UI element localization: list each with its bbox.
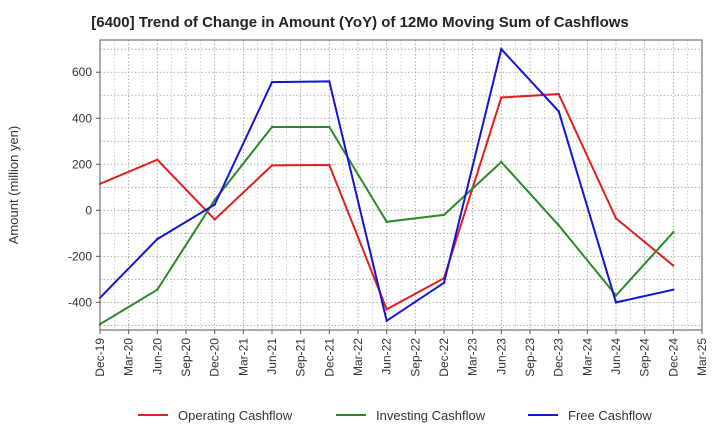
x-tick-label: Sep-21 [294, 338, 308, 377]
x-tick-label: Mar-21 [236, 338, 250, 376]
legend-label: Investing Cashflow [376, 408, 486, 423]
chart-title: [6400] Trend of Change in Amount (YoY) o… [91, 14, 629, 31]
plot-border [99, 39, 703, 331]
y-axis-title: Amount (million yen) [6, 126, 21, 245]
y-tick-label: 0 [85, 203, 92, 217]
data-point [557, 110, 560, 113]
data-point [672, 230, 675, 234]
data-point [213, 198, 216, 202]
data-point [500, 96, 503, 99]
data-point [442, 213, 446, 217]
x-tick-label: Sep-20 [179, 338, 193, 377]
data-point [385, 220, 388, 224]
y-tick-label: -400 [68, 295, 92, 309]
x-tick-label: Jun-24 [609, 338, 623, 375]
data-point [672, 264, 675, 267]
data-point [213, 218, 216, 221]
data-point [614, 217, 618, 220]
x-tick-label: Jun-22 [380, 338, 394, 375]
series-lines [98, 47, 675, 326]
data-point [156, 237, 159, 241]
data-point [385, 308, 388, 311]
data-point [614, 301, 618, 304]
x-tick-label: Dec-21 [322, 338, 336, 377]
x-tick-label: Sep-23 [523, 338, 537, 377]
data-point [672, 288, 675, 291]
data-point [270, 125, 274, 129]
y-tick-label: 600 [72, 65, 92, 79]
data-point [213, 203, 216, 206]
x-tick-label: Dec-22 [437, 338, 451, 377]
x-tick-label: Sep-22 [408, 338, 422, 377]
x-tick-label: Mar-24 [580, 338, 594, 376]
y-tick-label: -200 [68, 249, 92, 263]
x-tick-label: Jun-20 [150, 338, 164, 375]
legend-label: Free Cashflow [568, 408, 652, 423]
data-point [557, 224, 560, 227]
x-tick-label: Dec-23 [552, 338, 566, 377]
data-point [270, 164, 274, 167]
data-point [156, 288, 159, 291]
data-point [270, 80, 274, 84]
data-point [328, 163, 331, 167]
x-tick-label: Sep-24 [638, 338, 652, 377]
y-tick-label: 200 [72, 157, 92, 171]
data-point [328, 125, 331, 129]
x-tick-label: Dec-24 [666, 338, 680, 377]
data-point [500, 160, 503, 164]
legend: Operating Cashflow Investing Cashflow Free… [138, 408, 652, 423]
x-tick-label: Dec-20 [208, 338, 222, 377]
x-tick-label: Mar-20 [122, 338, 136, 376]
legend-label: Operating Cashflow [178, 408, 293, 423]
data-point [442, 281, 446, 285]
data-point [614, 294, 618, 297]
x-tick-label: Mar-23 [466, 338, 480, 376]
data-point [328, 80, 331, 83]
x-tick-label: Mar-25 [695, 338, 709, 376]
x-tick-label: Jun-23 [494, 338, 508, 375]
data-point [557, 92, 560, 96]
data-point [500, 48, 503, 51]
data-point [156, 158, 159, 161]
x-tick-label: Dec-19 [93, 338, 107, 377]
y-tick-label: 400 [72, 111, 92, 125]
axes: -400 -200 0 200 400 600 Dec-19 Mar-20 Jun-20 Sep-… [6, 39, 709, 377]
x-tick-label: Jun-21 [265, 338, 279, 375]
x-tick-label: Mar-22 [351, 338, 365, 376]
data-point [385, 319, 388, 322]
